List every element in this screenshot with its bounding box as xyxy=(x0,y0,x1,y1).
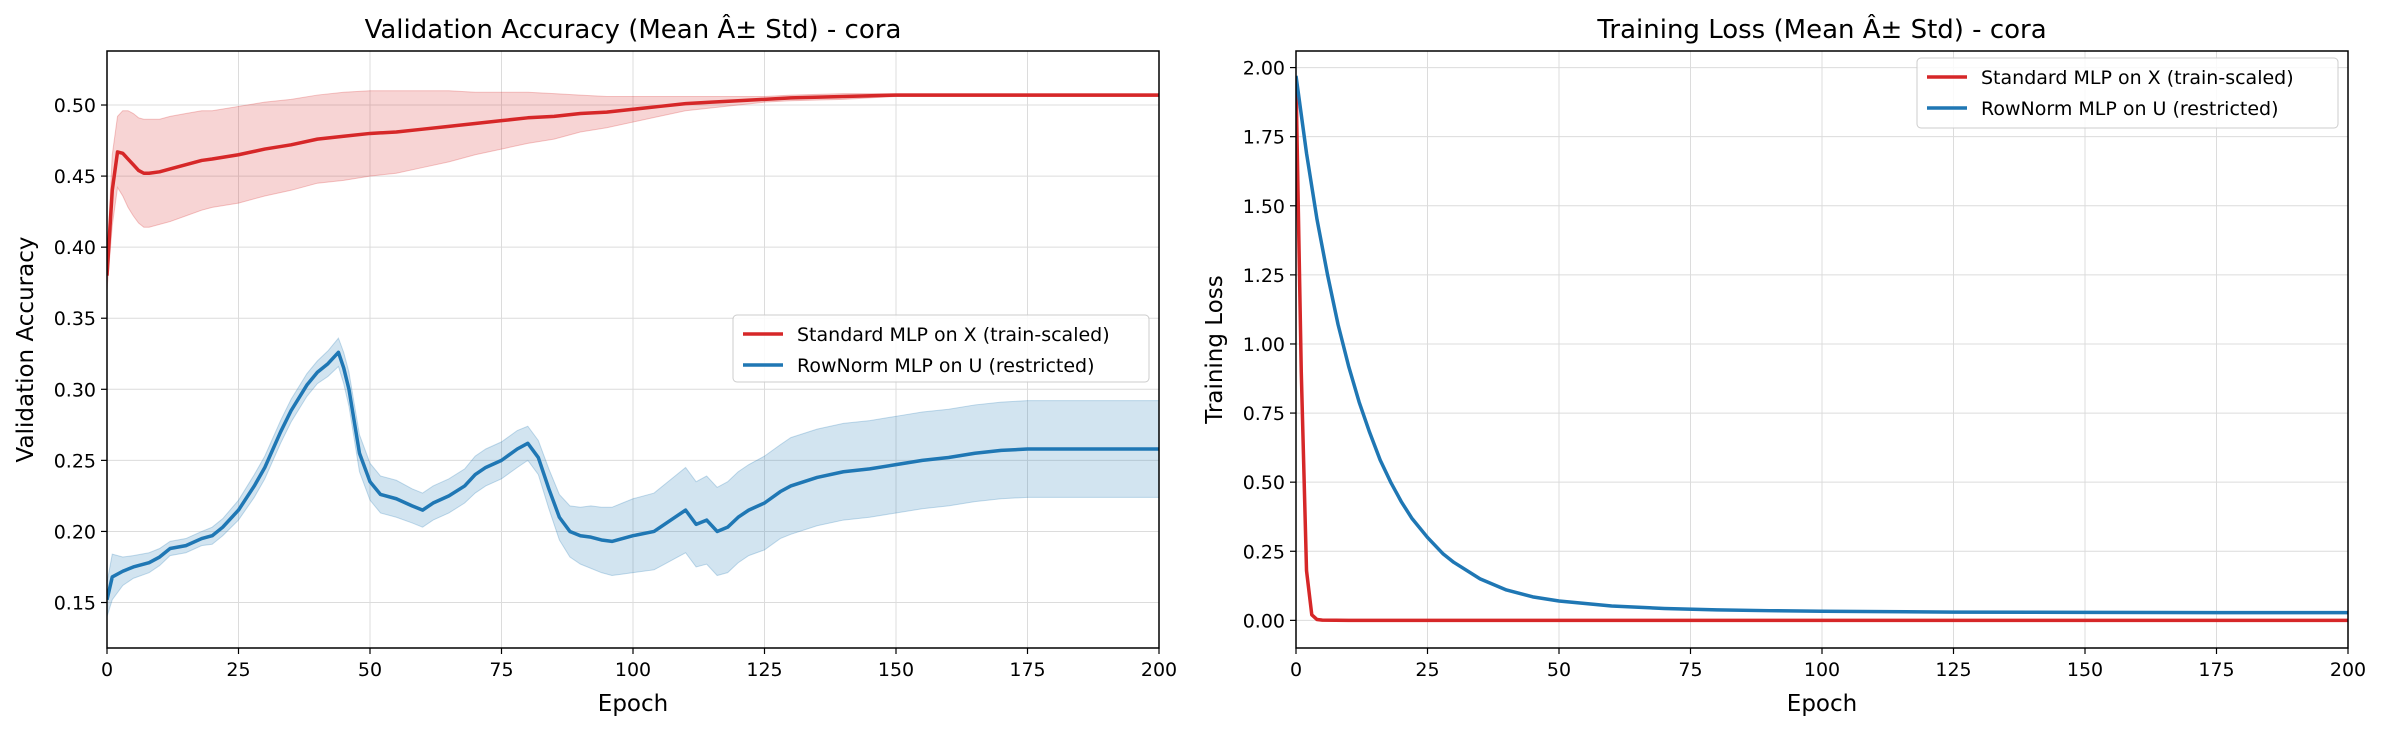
y-tick-label: 0.35 xyxy=(54,308,96,330)
x-tick-label: 125 xyxy=(746,659,782,681)
y-tick-label: 0.50 xyxy=(54,95,96,117)
y-tick-label: 0.45 xyxy=(54,166,96,188)
std-band xyxy=(107,90,1159,290)
y-tick-label: 0.40 xyxy=(54,237,96,259)
x-tick-label: 25 xyxy=(1415,659,1439,681)
chart-title: Validation Accuracy (Mean Â± Std) - cora xyxy=(365,13,902,45)
series-line xyxy=(1296,75,2348,615)
y-tick-label: 0.75 xyxy=(1243,403,1285,425)
x-tick-label: 0 xyxy=(101,659,113,681)
x-axis-label: Epoch xyxy=(598,691,668,717)
x-tick-label: 25 xyxy=(226,659,250,681)
legend-label: RowNorm MLP on U (restricted) xyxy=(797,355,1095,377)
y-tick-label: 1.00 xyxy=(1243,334,1285,356)
x-tick-label: 175 xyxy=(2198,659,2234,681)
plot-area xyxy=(1296,75,2348,623)
legend: Standard MLP on X (train-scaled) RowNorm … xyxy=(1916,57,2339,129)
series-line xyxy=(107,350,1159,601)
x-tick-label: 175 xyxy=(1009,659,1045,681)
y-tick-label: 1.75 xyxy=(1243,127,1285,149)
x-tick-label: 200 xyxy=(2330,659,2366,681)
training-loss-chart: 0 25 50 75 100 125 150 175 200 0.00 0.25 0.50 0.75 1.… xyxy=(1202,13,2366,717)
validation-accuracy-chart: 0 25 50 75 100 125 150 175 200 0.15 0.20 0.25 0.30 0.… xyxy=(13,13,1177,717)
x-axis-label: Epoch xyxy=(1787,691,1857,717)
std-band xyxy=(107,337,1159,617)
x-tick-label: 200 xyxy=(1141,659,1177,681)
y-tick-label: 0.00 xyxy=(1243,610,1285,632)
x-tick-label: 50 xyxy=(1547,659,1571,681)
x-tick-label: 100 xyxy=(1804,659,1840,681)
y-axis-label: Training Loss xyxy=(1202,275,1228,425)
legend-label: Standard MLP on X (train-scaled) xyxy=(797,324,1110,346)
y-tick-label: 1.25 xyxy=(1243,265,1285,287)
x-tick-label: 0 xyxy=(1290,659,1302,681)
y-tick-label: 1.50 xyxy=(1243,196,1285,218)
legend-label: Standard MLP on X (train-scaled) xyxy=(1981,67,2294,89)
x-tick-label: 50 xyxy=(358,659,382,681)
x-tick-label: 100 xyxy=(615,659,651,681)
chart-title: Training Loss (Mean Â± Std) - cora xyxy=(1596,13,2046,45)
y-tick-label: 0.50 xyxy=(1243,472,1285,494)
x-tick-label: 125 xyxy=(1935,659,1971,681)
y-tick-label: 0.30 xyxy=(54,379,96,401)
plot-area xyxy=(107,90,1159,617)
legend-label: RowNorm MLP on U (restricted) xyxy=(1981,98,2279,120)
y-tick-label: 0.20 xyxy=(54,521,96,543)
y-tick-label: 0.25 xyxy=(54,450,96,472)
y-tick-label: 2.00 xyxy=(1243,58,1285,80)
legend-box xyxy=(732,314,1150,383)
series-line xyxy=(107,93,1159,276)
x-tick-label: 150 xyxy=(2067,659,2103,681)
y-tick-label: 0.25 xyxy=(1243,541,1285,563)
legend: Standard MLP on X (train-scaled) RowNorm … xyxy=(732,314,1150,383)
y-tick-label: 0.15 xyxy=(54,593,96,615)
y-axis-label: Validation Accuracy xyxy=(13,237,39,463)
series-line xyxy=(1296,81,2348,623)
x-tick-label: 150 xyxy=(878,659,914,681)
x-tick-label: 75 xyxy=(1678,659,1702,681)
x-tick-label: 75 xyxy=(489,659,513,681)
legend-box xyxy=(1916,57,2339,129)
